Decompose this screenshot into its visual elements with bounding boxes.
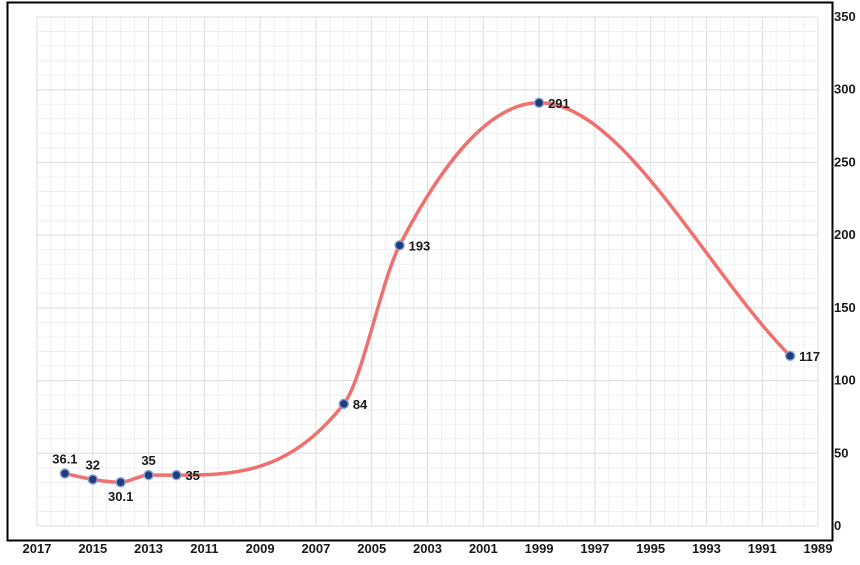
data-label: 36.1	[52, 452, 77, 467]
data-point	[784, 350, 796, 362]
data-point	[394, 240, 405, 251]
chart-frame	[6, 1, 834, 542]
x-tick-label: 2015	[78, 541, 107, 556]
y-tick-label: 250	[834, 154, 856, 169]
y-tick-label: 200	[834, 227, 856, 242]
x-tick-label: 2005	[357, 541, 386, 556]
data-label: 35	[141, 453, 155, 468]
data-label: 291	[548, 96, 570, 111]
data-point	[115, 476, 126, 488]
axes: 2017 2015 2013 2011 2009 2007 2005 2003 2001 1999…	[23, 9, 856, 556]
x-tick-label: 2011	[190, 541, 218, 556]
x-tick-label: 2009	[246, 541, 275, 556]
data-label: 30.1	[108, 489, 133, 504]
data-points	[59, 97, 796, 488]
y-tick-label: 100	[834, 373, 856, 388]
y-tick-label: 300	[834, 82, 856, 97]
x-tick-label: 1999	[525, 541, 554, 556]
data-point	[59, 468, 71, 479]
x-tick-label: 1989	[804, 541, 833, 556]
y-tick-label: 150	[834, 300, 856, 315]
x-tick-label: 1991	[748, 541, 777, 556]
data-label: 35	[185, 468, 199, 483]
x-tick-label: 2013	[134, 541, 163, 556]
data-label: 193	[409, 238, 431, 253]
data-point	[338, 398, 350, 410]
data-point	[143, 469, 154, 481]
x-tick-label: 2017	[23, 541, 52, 556]
data-point	[87, 474, 99, 485]
y-tick-label: 0	[834, 518, 841, 533]
x-tick-label: 2007	[301, 541, 330, 556]
x-tick-label: 1997	[580, 541, 609, 556]
y-tick-label: 50	[834, 445, 848, 460]
data-label: 84	[353, 397, 368, 412]
x-tick-label: 2003	[413, 541, 442, 556]
data-label: 32	[86, 457, 100, 472]
x-tick-label: 2001	[469, 541, 498, 556]
grid	[36, 16, 819, 527]
data-label: 117	[799, 349, 820, 364]
x-tick-label: 1995	[636, 541, 665, 556]
data-point	[533, 97, 545, 109]
x-tick-label: 1993	[692, 541, 721, 556]
y-tick-label: 350	[834, 9, 856, 24]
data-labels: 36.1 32 30.1 35 35 84 193 291 117	[52, 96, 820, 504]
data-point	[171, 469, 182, 481]
